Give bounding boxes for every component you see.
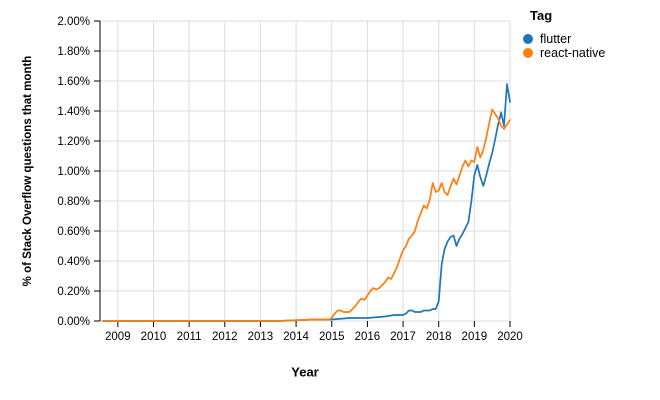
series-line-react-native xyxy=(102,108,511,322)
y-tick-label: 0.40% xyxy=(57,256,90,268)
y-tick-label: 1.80% xyxy=(57,46,90,58)
y-axis-title: % of Stack Overflow questions that month xyxy=(22,55,34,287)
y-tick-label: 1.20% xyxy=(57,136,90,148)
legend-label-react-native: react-native xyxy=(540,45,606,60)
x-tick-label: 2012 xyxy=(212,331,238,343)
y-tick-label: 1.00% xyxy=(57,166,90,178)
y-tick-label: 0.60% xyxy=(57,226,90,238)
y-tick-label: 0.80% xyxy=(57,196,90,208)
x-tick-label: 2019 xyxy=(462,331,488,343)
x-tick-label: 2011 xyxy=(177,331,202,343)
y-tick-label: 0.00% xyxy=(57,316,90,328)
legend: Tag flutter react-native xyxy=(523,8,605,60)
x-tick-label: 2018 xyxy=(426,331,452,343)
legend-item-react-native: react-native xyxy=(523,45,606,60)
legend-title: Tag xyxy=(530,8,553,23)
flutter-series-swatch-icon xyxy=(523,33,533,44)
legend-label-flutter: flutter xyxy=(540,31,572,46)
x-tick-label: 2020 xyxy=(497,331,523,343)
x-tick-label: 2013 xyxy=(248,331,274,343)
y-tick-label: 1.40% xyxy=(57,106,90,118)
y-tick-label: 0.20% xyxy=(57,286,90,298)
x-tick-label: 2017 xyxy=(390,331,416,343)
series-line-flutter xyxy=(102,83,511,322)
x-tick-label: 2015 xyxy=(319,331,345,343)
y-tick-label: 2.00% xyxy=(57,16,90,28)
legend-item-flutter: flutter xyxy=(523,31,605,46)
x-axis-title: Year xyxy=(291,364,319,380)
y-tick-label: 1.60% xyxy=(57,76,90,88)
x-tick-label: 2009 xyxy=(105,331,131,343)
x-tick-label: 2016 xyxy=(355,331,381,343)
react-native-series-swatch-icon xyxy=(523,47,533,58)
x-tick-label: 2014 xyxy=(283,331,309,343)
x-tick-label: 2010 xyxy=(141,331,167,343)
